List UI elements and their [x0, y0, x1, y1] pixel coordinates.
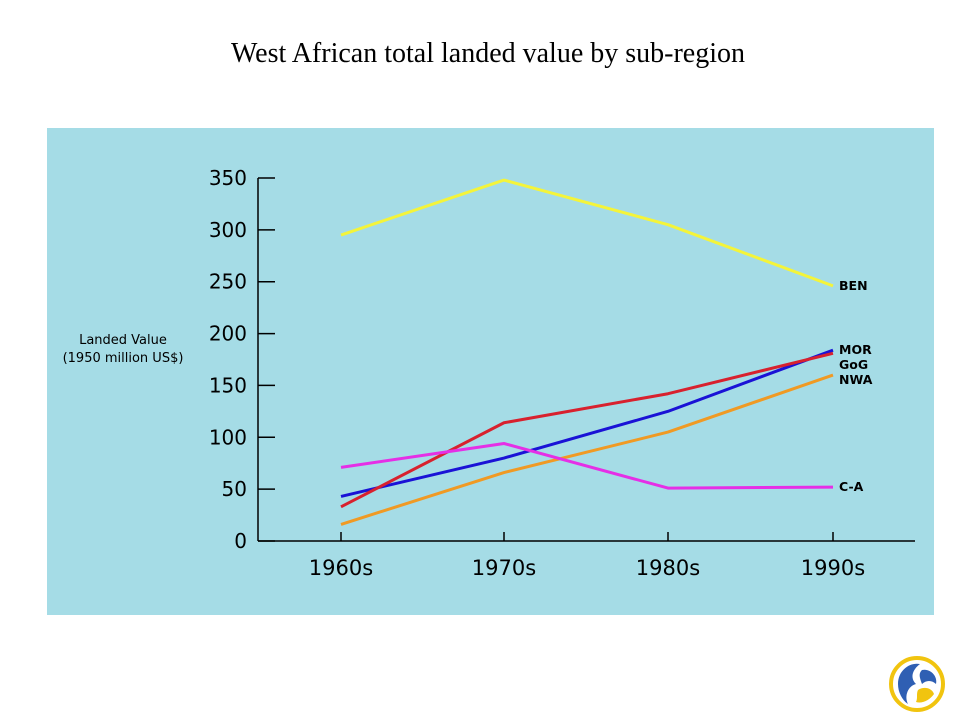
y-tick-label: 250	[209, 270, 247, 294]
axes: 0 50 100 150 200 250 300 350 1960s 1970s 1980s 1990…	[209, 166, 915, 580]
y-axis-title-line-2: (1950 million US$)	[63, 351, 184, 366]
series-lines	[340, 178, 834, 526]
line-chart: Landed Value (1950 million US$) 0 50 100 15…	[63, 166, 915, 580]
series-line-nwa	[340, 373, 834, 526]
x-tick-label: 1990s	[801, 556, 865, 580]
y-tick-label: 200	[209, 322, 247, 346]
series-label-ben: BEN	[839, 278, 868, 293]
y-axis-title-line-1: Landed Value	[79, 333, 167, 348]
chart-panel: Landed Value (1950 million US$) 0 50 100 15…	[47, 128, 934, 615]
series-label-gog: GoG	[839, 357, 868, 372]
x-tick-label: 1970s	[472, 556, 536, 580]
y-tick-label: 350	[209, 166, 247, 190]
series-label-mor: MOR	[839, 342, 872, 357]
y-axis-title: Landed Value (1950 million US$)	[63, 333, 184, 366]
x-tick-label: 1960s	[309, 556, 373, 580]
y-tick-label: 0	[234, 529, 247, 553]
y-tick-label: 100	[209, 425, 247, 449]
y-tick-label: 150	[209, 373, 247, 397]
x-tick-label: 1980s	[636, 556, 700, 580]
series-line-c-a	[340, 442, 834, 490]
series-line-mor	[340, 348, 834, 498]
organization-logo-icon	[888, 656, 946, 712]
series-label-c-a: C-A	[839, 479, 864, 494]
series-line-gog	[340, 351, 834, 509]
y-tick-label: 50	[222, 477, 247, 501]
series-label-nwa: NWA	[839, 372, 873, 387]
chart-title: West African total landed value by sub-r…	[230, 38, 746, 69]
y-tick-label: 300	[209, 218, 247, 242]
series-line-ben	[340, 178, 834, 288]
